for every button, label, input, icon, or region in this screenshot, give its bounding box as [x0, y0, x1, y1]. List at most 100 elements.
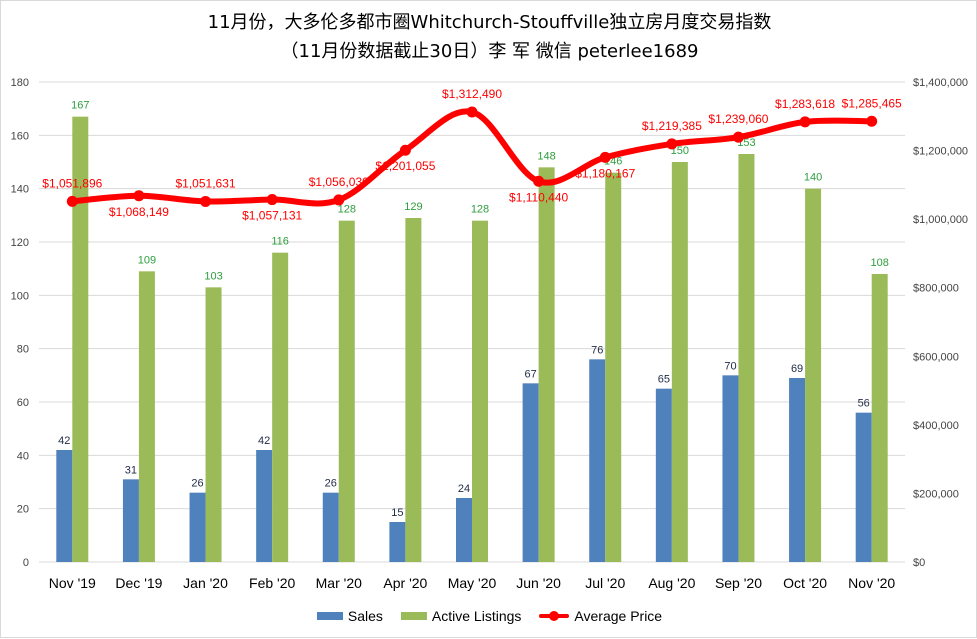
chart-title-line-2: （11月份数据截止30日）李 军 微信 peterlee1689: [280, 41, 699, 62]
data-label-price: $1,283,618: [775, 97, 835, 111]
data-label-sales: 42: [58, 435, 70, 447]
y-left-tick-label: 80: [17, 344, 29, 356]
data-label-listings: 128: [471, 204, 489, 216]
data-label-sales: 26: [325, 478, 337, 490]
bar-listings: [338, 220, 355, 562]
bar-sales: [56, 450, 73, 562]
y-left-tick-label: 140: [11, 184, 29, 196]
legend-swatch-listings: [400, 612, 427, 620]
point-price: [866, 115, 878, 127]
bar-sales: [122, 479, 139, 562]
data-label-price: $1,239,060: [708, 112, 768, 126]
data-label-sales: 42: [258, 435, 270, 447]
point-price: [133, 190, 145, 202]
data-label-listings: 103: [204, 270, 222, 282]
y-right-tick-label: $1,000,000: [913, 214, 968, 226]
point-price: [200, 195, 212, 207]
data-label-sales: 26: [191, 478, 203, 490]
legend-label-sales: Sales: [347, 608, 383, 624]
y-right-tick-label: $200,000: [913, 488, 959, 500]
x-tick-label: Nov '20: [848, 575, 895, 591]
data-label-sales: 24: [458, 483, 470, 495]
x-tick-label: Dec '19: [115, 575, 162, 591]
chart-legend: Sales Active Listings Average Price: [1, 606, 977, 626]
y-right-tick-label: $0: [913, 557, 925, 569]
y-left-tick-label: 180: [11, 77, 29, 89]
bar-sales: [589, 359, 606, 562]
y-left-tick-label: 160: [11, 130, 29, 142]
data-label-price: $1,219,385: [642, 119, 702, 133]
x-tick-label: Jan '20: [183, 575, 228, 591]
legend-label-listings: Active Listings: [431, 608, 522, 624]
data-label-listings: 129: [404, 201, 422, 213]
data-label-price: $1,201,055: [375, 159, 435, 173]
bar-listings: [738, 154, 755, 562]
x-tick-label: Nov '19: [49, 575, 96, 591]
bar-sales: [256, 450, 273, 562]
bar-listings: [605, 172, 622, 562]
bar-sales: [722, 375, 739, 562]
point-price: [732, 131, 744, 143]
y-left-tick-label: 0: [23, 557, 29, 569]
data-label-price: $1,057,131: [242, 209, 302, 223]
data-label-listings: 148: [537, 150, 555, 162]
x-tick-label: May '20: [448, 575, 497, 591]
legend-label-price: Average Price: [574, 608, 663, 624]
legend-item-sales: Sales: [316, 608, 383, 624]
data-label-listings: 108: [871, 257, 889, 269]
data-label-price: $1,110,440: [509, 190, 568, 204]
x-tick-label: Mar '20: [316, 575, 362, 591]
bar-listings: [472, 220, 488, 562]
bar-sales: [789, 378, 806, 562]
data-label-price: $1,312,490: [442, 87, 502, 101]
data-label-price: $1,068,149: [109, 205, 169, 219]
bar-sales: [522, 383, 539, 562]
point-price: [466, 106, 478, 118]
y-left-tick-label: 60: [17, 397, 29, 409]
bar-sales: [855, 412, 872, 562]
bar-sales: [655, 388, 672, 562]
y-left-tick-label: 120: [11, 237, 29, 249]
bar-listings: [272, 252, 289, 562]
bar-sales: [322, 492, 339, 562]
bar-sales: [389, 522, 406, 562]
point-price: [666, 138, 678, 150]
point-price: [799, 116, 811, 128]
data-label-listings: 116: [271, 236, 289, 248]
x-tick-label: Apr '20: [383, 575, 427, 591]
y-right-tick-label: $1,400,000: [913, 77, 968, 89]
legend-swatch-sales: [316, 612, 343, 620]
x-tick-label: Sep '20: [715, 575, 762, 591]
y-right-tick-label: $800,000: [913, 283, 959, 295]
data-label-listings: 140: [804, 172, 822, 184]
legend-swatch-price: [539, 610, 570, 622]
data-label-price: $1,285,465: [842, 96, 902, 110]
data-label-listings: 109: [138, 254, 156, 266]
data-label-sales: 15: [391, 507, 403, 519]
legend-item-listings: Active Listings: [400, 608, 522, 624]
x-tick-label: Oct '20: [783, 575, 827, 591]
y-left-tick-label: 20: [17, 504, 29, 516]
data-label-sales: 67: [524, 368, 536, 380]
data-label-sales: 70: [724, 360, 736, 372]
data-label-listings: 128: [338, 204, 356, 216]
y-left-tick-label: 40: [17, 450, 29, 462]
point-price: [333, 194, 345, 206]
point-price: [599, 151, 611, 163]
chart-title-line-1: 11月份，大多伦多都市圈Whitchurch-Stouffville独立房月度交…: [207, 12, 772, 33]
bar-listings: [538, 167, 555, 563]
point-price: [266, 194, 278, 206]
legend-item-price: Average Price: [539, 608, 662, 624]
data-label-price: $1,056,030: [309, 175, 369, 189]
y-right-tick-label: $400,000: [913, 420, 959, 432]
point-price: [66, 195, 78, 207]
data-label-sales: 76: [591, 344, 603, 356]
bar-sales: [189, 492, 206, 562]
data-label-price: $1,051,631: [176, 176, 236, 190]
data-label-listings: 167: [71, 100, 89, 112]
bar-listings: [805, 188, 822, 562]
bar-listings: [72, 116, 89, 563]
data-label-sales: 31: [125, 464, 137, 476]
